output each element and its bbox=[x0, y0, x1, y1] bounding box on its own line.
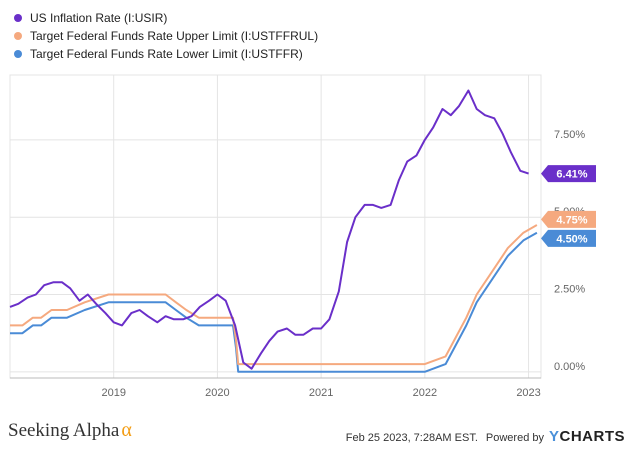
legend: US Inflation Rate (I:USIR) Target Federa… bbox=[14, 9, 318, 63]
end-label-tag-inflation bbox=[541, 165, 596, 183]
y-tick-label-1: 2.50% bbox=[554, 284, 585, 296]
end-labels: 6.41% 4.75% 4.50% bbox=[541, 165, 596, 247]
legend-item-upper-limit[interactable]: Target Federal Funds Rate Upper Limit (I… bbox=[14, 27, 318, 45]
x-tick-label-4: 2023 bbox=[516, 387, 540, 399]
x-tick-label-1: 2020 bbox=[205, 387, 229, 399]
end-label-lower-limit: 4.50% bbox=[541, 229, 596, 247]
x-tick-label-2: 2021 bbox=[309, 387, 333, 399]
legend-dot-inflation bbox=[14, 14, 22, 22]
legend-label-inflation: US Inflation Rate (I:USIR) bbox=[30, 11, 168, 25]
powered-by-text: Powered by bbox=[485, 432, 544, 444]
y-tick-label-3: 7.50% bbox=[554, 129, 585, 141]
legend-label-lower-limit: Target Federal Funds Rate Lower Limit (I… bbox=[30, 47, 303, 61]
x-tick-label-0: 2019 bbox=[101, 387, 125, 399]
legend-dot-upper-limit bbox=[14, 32, 22, 40]
ycharts-logo-y: Y bbox=[548, 428, 560, 445]
legend-item-inflation[interactable]: US Inflation Rate (I:USIR) bbox=[14, 9, 318, 27]
end-label-inflation: 6.41% bbox=[541, 165, 596, 183]
end-label-text-upper-limit: 4.75% bbox=[556, 214, 587, 226]
footer-credits: Feb 25 2023, 7:28AM EST. Powered by YCHA… bbox=[346, 428, 625, 445]
y-tick-label-0: 0.00% bbox=[554, 361, 585, 373]
legend-dot-lower-limit bbox=[14, 50, 22, 58]
x-tick-label-3: 2022 bbox=[413, 387, 437, 399]
timestamp: Feb 25 2023, 7:28AM EST. bbox=[345, 432, 478, 444]
series-line-lower-limit bbox=[10, 231, 538, 373]
end-label-text-lower-limit: 4.50% bbox=[556, 233, 587, 245]
end-label-upper-limit: 4.75% bbox=[541, 210, 596, 228]
ycharts-logo-rest: CHARTS bbox=[559, 428, 625, 445]
series-line-upper-limit bbox=[10, 224, 538, 366]
end-label-text-inflation: 6.41% bbox=[556, 169, 587, 181]
alpha-symbol: α bbox=[121, 419, 132, 441]
series-lines bbox=[9, 89, 538, 373]
legend-item-lower-limit[interactable]: Target Federal Funds Rate Lower Limit (I… bbox=[14, 45, 318, 63]
legend-label-upper-limit: Target Federal Funds Rate Upper Limit (I… bbox=[30, 29, 319, 43]
end-label-tag-upper-limit bbox=[541, 210, 596, 228]
series-line-inflation bbox=[9, 89, 529, 370]
ycharts-logo[interactable]: YCHARTS bbox=[549, 428, 625, 445]
brand-text: Seeking Alpha bbox=[8, 420, 120, 441]
seeking-alpha-logo[interactable]: Seeking Alpha α bbox=[8, 419, 132, 442]
end-label-tag-lower-limit bbox=[541, 229, 596, 247]
